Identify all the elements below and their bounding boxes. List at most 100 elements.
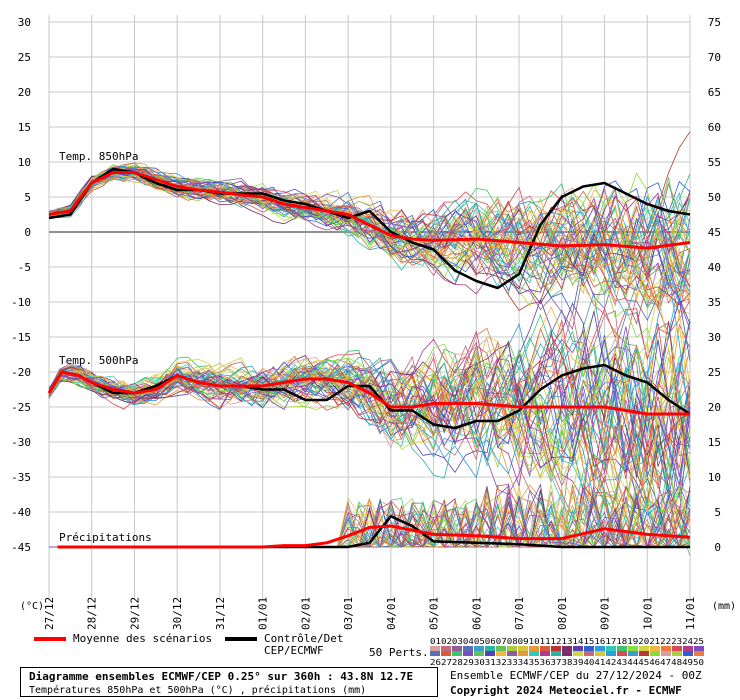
perts-swatch — [595, 651, 605, 656]
perts-swatch — [584, 651, 594, 656]
ensemble-member-t850 — [48, 171, 691, 276]
ensemble-member-t500 — [48, 342, 691, 479]
left-tick-label: -20 — [11, 366, 31, 379]
perts-swatch — [507, 646, 517, 651]
left-tick-label: -25 — [11, 401, 31, 414]
perts-swatch — [529, 651, 539, 656]
copyright: Copyright 2024 Meteociel.fr - ECMWF — [450, 684, 682, 697]
main-series — [47, 167, 691, 549]
x-tick-label: 08/01 — [556, 597, 569, 630]
perts-swatch — [441, 646, 451, 651]
mean-line-t850 — [48, 171, 691, 250]
x-tick-label: 11/01 — [684, 597, 697, 630]
perts-swatch — [584, 646, 594, 651]
legend-perts-swatches — [430, 646, 704, 656]
legend-perts-row1: 0102030405060708091011121314151617181920… — [430, 637, 704, 646]
perts-swatch — [628, 646, 638, 651]
right-tick-label: 65 — [708, 86, 721, 99]
ensemble-member-t500 — [48, 274, 691, 501]
chart-subtitle: Températures 850hPa et 500hPa (°C) , pré… — [29, 685, 367, 696]
perts-swatch — [573, 651, 583, 656]
perts-swatch — [562, 651, 572, 656]
perts-swatch — [496, 651, 506, 656]
right-tick-label: 60 — [708, 121, 721, 134]
perts-swatch — [430, 646, 440, 651]
panel-label-precip: Précipitations — [59, 531, 152, 544]
right-tick-label: 40 — [708, 261, 721, 274]
left-tick-label: -40 — [11, 506, 31, 519]
right-tick-label: 5 — [714, 506, 721, 519]
perts-swatch — [650, 646, 660, 651]
run-info: Ensemble ECMWF/CEP du 27/12/2024 - 00Z — [450, 669, 702, 682]
control-line-t850 — [48, 167, 691, 290]
chart-title: Diagramme ensembles ECMWF/CEP 0.25° sur … — [29, 670, 414, 683]
ensemble-member-t500 — [48, 359, 691, 491]
perts-swatch — [441, 651, 451, 656]
right-tick-label: 0 — [714, 541, 721, 554]
x-tick-label: 05/01 — [428, 597, 441, 630]
right-tick-label: 30 — [708, 331, 721, 344]
ensemble-member-t500 — [48, 249, 691, 494]
right-axis-unit: (mm) — [712, 601, 736, 612]
info-box: Diagramme ensembles ECMWF/CEP 0.25° sur … — [20, 667, 438, 697]
ensemble-member-t500 — [48, 334, 691, 503]
x-tick-label: 30/12 — [171, 597, 184, 630]
perts-swatch — [551, 646, 561, 651]
perts-swatch — [507, 651, 517, 656]
mean-line-t500 — [47, 370, 690, 416]
perts-swatch — [485, 651, 495, 656]
legend-control-label-1: Contrôle/Det — [264, 632, 343, 645]
right-tick-label: 70 — [708, 51, 721, 64]
left-tick-label: -5 — [18, 261, 31, 274]
right-tick-label: 10 — [708, 471, 721, 484]
right-tick-label: 45 — [708, 226, 721, 239]
left-tick-label: 10 — [18, 156, 31, 169]
x-tick-label: 31/12 — [214, 597, 227, 630]
x-tick-label: 28/12 — [86, 597, 99, 630]
perts-swatch — [518, 646, 528, 651]
left-tick-label: 15 — [18, 121, 31, 134]
ensemble-member-t500 — [48, 343, 691, 475]
left-axis-unit: (°C) — [20, 601, 44, 612]
perts-swatch — [452, 646, 462, 651]
ensemble-member-t850 — [48, 173, 691, 308]
ensemble-member-t850 — [48, 166, 691, 307]
x-tick-label: 27/12 — [43, 597, 56, 630]
right-tick-label: 25 — [708, 366, 721, 379]
legend-mean-label: Moyenne des scénarios — [73, 632, 212, 645]
x-tick-label: 29/12 — [128, 597, 141, 630]
x-tick-label: 06/01 — [470, 597, 483, 630]
legend-perts-label: 50 Perts. — [369, 646, 429, 659]
panel-label-t850: Temp. 850hPa — [59, 150, 138, 163]
ensemble-member-t500 — [48, 338, 691, 523]
right-tick-label: 20 — [708, 401, 721, 414]
perts-swatch — [650, 651, 660, 656]
x-tick-label: 02/01 — [299, 597, 312, 630]
perts-swatch — [474, 646, 484, 651]
perts-swatch — [496, 646, 506, 651]
ensemble-member-t500 — [48, 365, 691, 519]
right-tick-label: 50 — [708, 191, 721, 204]
right-tick-label: 35 — [708, 296, 721, 309]
perts-swatch — [672, 646, 682, 651]
perts-swatch — [573, 646, 583, 651]
perts-swatch — [595, 646, 605, 651]
x-tick-label: 10/01 — [641, 597, 654, 630]
legend-perts-row2: 2627282930313233343536373839404142434445… — [430, 658, 704, 667]
left-tick-label: 0 — [24, 226, 31, 239]
right-tick-label: 55 — [708, 156, 721, 169]
left-tick-label: -45 — [11, 541, 31, 554]
perts-swatch — [518, 651, 528, 656]
ensemble-member-t500 — [48, 306, 691, 513]
ensemble-member-t500 — [48, 292, 691, 501]
perts-swatch — [540, 646, 550, 651]
left-tick-label: 30 — [18, 16, 31, 29]
perts-swatch — [551, 651, 561, 656]
mean-line-precip — [57, 524, 691, 549]
left-tick-label: -30 — [11, 436, 31, 449]
perts-swatch — [540, 651, 550, 656]
left-tick-label: -15 — [11, 331, 31, 344]
perts-swatch — [683, 646, 693, 651]
